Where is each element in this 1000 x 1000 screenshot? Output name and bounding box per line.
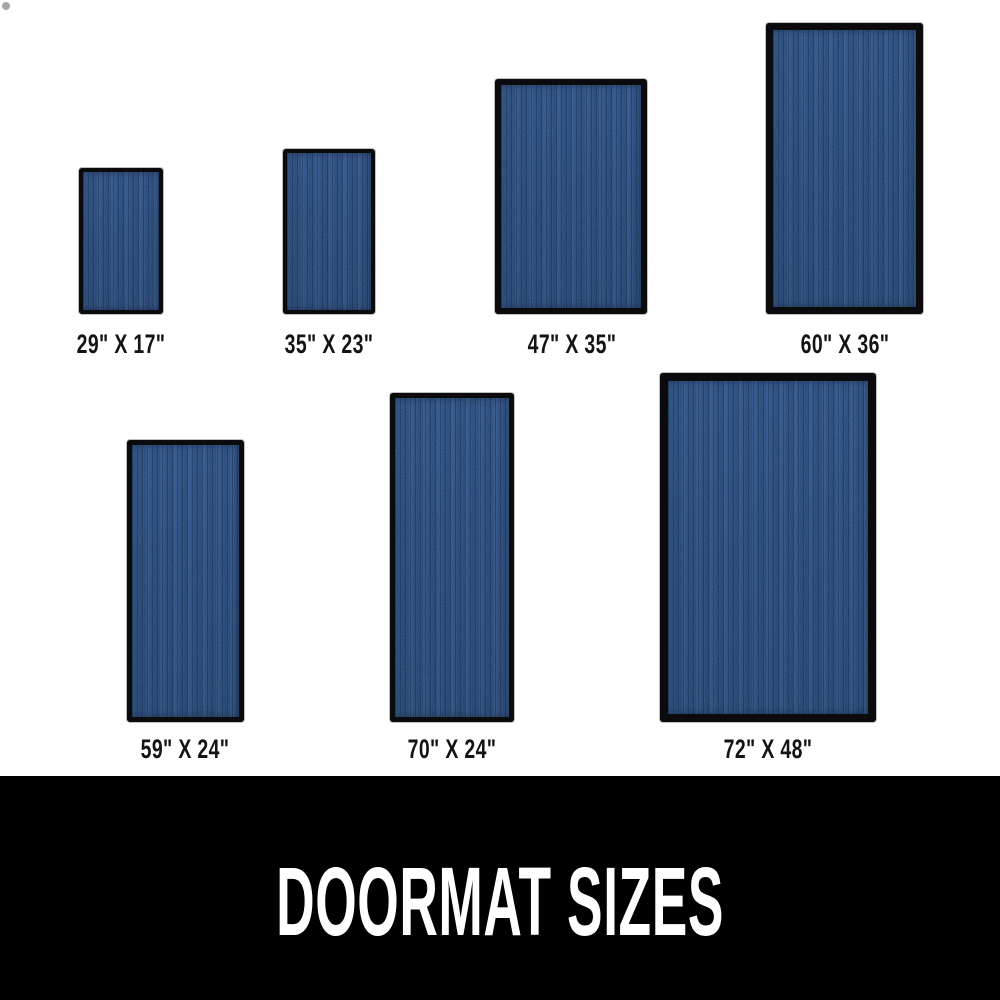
doormat-70x24 bbox=[390, 393, 514, 722]
size-label-text: 70" X 24" bbox=[407, 734, 497, 764]
size-label-text: 72" X 48" bbox=[723, 734, 813, 764]
banner-title: DOORMAT SIZES bbox=[276, 846, 724, 956]
title-banner: DOORMAT SIZES bbox=[0, 776, 1000, 1000]
size-label-29x17: 29" X 17" bbox=[59, 331, 182, 358]
size-label-text: 59" X 24" bbox=[140, 734, 230, 764]
size-label-72x48: 72" X 48" bbox=[706, 736, 829, 763]
size-label-text: 60" X 36" bbox=[800, 329, 890, 359]
size-label-59x24: 59" X 24" bbox=[123, 736, 246, 763]
doormat-72x48 bbox=[660, 373, 876, 722]
corner-dot bbox=[2, 2, 10, 10]
doormat-47x35 bbox=[495, 79, 647, 314]
doormat-35x23 bbox=[283, 149, 375, 314]
size-label-35x23: 35" X 23" bbox=[267, 331, 390, 358]
size-label-47x35: 47" X 35" bbox=[510, 331, 633, 358]
doormat-surface bbox=[773, 30, 916, 307]
doormat-surface bbox=[395, 398, 509, 717]
doormat-60x36 bbox=[766, 23, 923, 314]
doormat-surface bbox=[132, 445, 239, 717]
doormat-29x17 bbox=[79, 168, 163, 314]
size-label-text: 29" X 17" bbox=[76, 329, 166, 359]
doormat-59x24 bbox=[127, 440, 244, 722]
doormat-surface bbox=[83, 172, 159, 310]
doormat-surface bbox=[501, 85, 641, 308]
size-label-70x24: 70" X 24" bbox=[390, 736, 513, 763]
size-label-60x36: 60" X 36" bbox=[783, 331, 906, 358]
size-label-text: 35" X 23" bbox=[284, 329, 374, 359]
doormat-surface bbox=[668, 381, 868, 714]
doormat-surface bbox=[287, 153, 371, 310]
size-label-text: 47" X 35" bbox=[527, 329, 617, 359]
